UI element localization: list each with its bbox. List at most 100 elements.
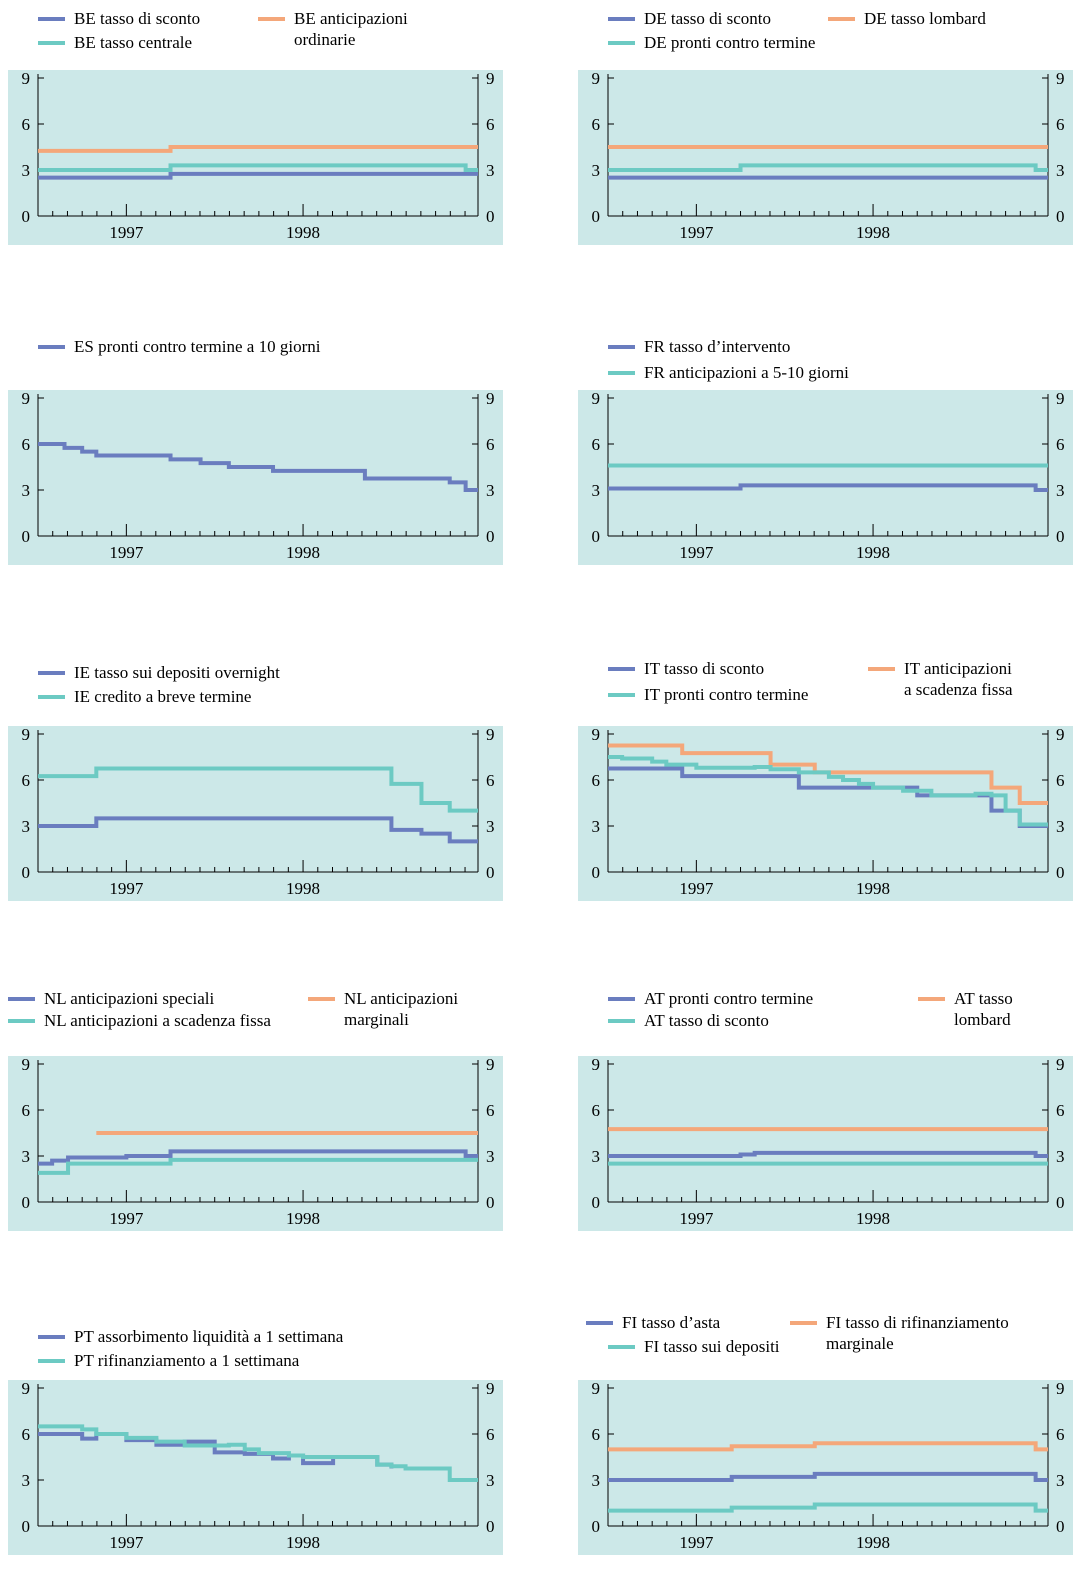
y-tick-label: 6 — [1056, 1101, 1065, 1120]
legend-label: FR anticipazioni a 5-10 giorni — [644, 363, 849, 382]
x-tick-label: 1998 — [856, 543, 890, 562]
y-tick-label: 6 — [592, 1425, 601, 1444]
legend-swatch — [38, 1335, 65, 1339]
y-tick-label: 6 — [1056, 435, 1065, 454]
x-tick-label: 1998 — [856, 223, 890, 242]
y-tick-label: 0 — [22, 207, 31, 226]
y-tick-label: 6 — [22, 115, 31, 134]
series-line — [608, 483, 1048, 492]
y-tick-label: 9 — [22, 726, 31, 744]
legend-swatch — [608, 17, 635, 21]
legend-label: AT tasso lombard — [954, 989, 1013, 1029]
legend-label: BE anticipazioni ordinarie — [294, 9, 408, 49]
legend-label: PT rifinanziamento a 1 settimana — [74, 1351, 300, 1370]
y-tick-label: 6 — [22, 1101, 31, 1120]
x-tick-label: 1997 — [679, 1533, 714, 1552]
legend-label: FI tasso di rifinanziamento marginale — [826, 1313, 1009, 1353]
y-tick-label: 9 — [1056, 390, 1065, 408]
y-tick-label: 0 — [486, 1193, 495, 1212]
chart-svg: 0 0 3 3 6 6 9 9 1997 1998 — [578, 70, 1073, 245]
y-tick-label: 9 — [486, 1056, 495, 1074]
legend-swatch — [38, 41, 65, 45]
x-tick-label: 1997 — [109, 879, 144, 898]
y-tick-label: 6 — [592, 115, 601, 134]
y-tick-label: 9 — [1056, 1380, 1065, 1398]
legend-label: DE pronti contro termine — [644, 33, 816, 52]
x-tick-label: 1998 — [286, 543, 320, 562]
series-line — [38, 816, 478, 844]
y-tick-label: 9 — [486, 390, 495, 408]
y-tick-label: 9 — [1056, 726, 1065, 744]
plot-background — [578, 1056, 1073, 1231]
chart-svg: 0 0 3 3 6 6 9 9 1997 1998 — [8, 70, 503, 245]
legend-label: IT pronti contro termine — [644, 685, 809, 704]
y-tick-label: 3 — [486, 1147, 495, 1166]
y-tick-label: 0 — [486, 207, 495, 226]
legend-swatch — [608, 667, 635, 671]
legend-label: FI tasso sui depositi — [644, 1337, 780, 1356]
legend-label: PT assorbimento liquidità a 1 settimana — [74, 1327, 344, 1346]
legend-label: BE tasso di sconto — [74, 9, 201, 28]
legend: FR tasso d’intervento FR anticipazioni a … — [578, 320, 1077, 390]
series-line — [38, 163, 478, 172]
y-tick-label: 0 — [592, 863, 601, 882]
legend: IT tasso di sconto IT anticipazioni a scad… — [578, 656, 1077, 726]
legend-swatch — [38, 345, 65, 349]
legend: PT assorbimento liquidità a 1 settimana P… — [8, 1310, 508, 1380]
series-line — [38, 766, 478, 813]
y-tick-label: 3 — [486, 481, 495, 500]
y-tick-label: 3 — [1056, 1147, 1065, 1166]
y-tick-label: 9 — [486, 726, 495, 744]
chart-panel-at: AT pronti contro termine AT tasso lombard A… — [578, 986, 1077, 1271]
y-tick-label: 9 — [22, 1056, 31, 1074]
y-tick-label: 0 — [1056, 207, 1065, 226]
y-tick-label: 9 — [592, 726, 601, 744]
y-tick-label: 6 — [486, 1101, 495, 1120]
y-tick-label: 6 — [486, 771, 495, 790]
y-tick-label: 0 — [592, 207, 601, 226]
chart-svg: 0 0 3 3 6 6 9 9 1997 1998 — [8, 726, 503, 901]
y-tick-label: 9 — [22, 390, 31, 408]
y-tick-label: 9 — [1056, 1056, 1065, 1074]
y-tick-label: 9 — [486, 70, 495, 88]
y-tick-label: 0 — [486, 1517, 495, 1536]
y-tick-label: 9 — [1056, 70, 1065, 88]
y-tick-label: 3 — [22, 1471, 31, 1490]
chart-svg: 0 0 3 3 6 6 9 9 1997 1998 — [578, 1380, 1073, 1555]
x-tick-label: 1998 — [856, 879, 890, 898]
y-tick-label: 6 — [1056, 771, 1065, 790]
series-line — [608, 163, 1048, 172]
legend-swatch — [258, 17, 285, 21]
x-tick-label: 1997 — [679, 223, 714, 242]
y-tick-label: 0 — [1056, 1517, 1065, 1536]
legend-label: AT tasso di sconto — [644, 1011, 769, 1030]
legend-swatch — [8, 1019, 35, 1023]
legend: BE tasso di sconto BE anticipazioni ordina… — [8, 0, 508, 70]
y-tick-label: 0 — [486, 527, 495, 546]
y-tick-label: 6 — [22, 435, 31, 454]
legend-swatch — [918, 997, 945, 1001]
legend: NL anticipazioni speciali NL anticipazion… — [8, 986, 508, 1056]
series-line — [38, 1149, 478, 1166]
y-tick-label: 3 — [486, 161, 495, 180]
plot-background — [8, 1056, 503, 1231]
x-tick-label: 1998 — [286, 1533, 320, 1552]
legend: FI tasso d’asta FI tasso di rifinanziamen… — [578, 1310, 1077, 1380]
y-tick-label: 9 — [592, 1056, 601, 1074]
x-tick-label: 1998 — [286, 223, 320, 242]
legend-swatch — [868, 667, 895, 671]
y-tick-label: 0 — [592, 1193, 601, 1212]
legend-swatch — [38, 17, 65, 21]
legend: DE tasso di sconto DE tasso lombard DE pro… — [578, 0, 1077, 70]
x-tick-label: 1997 — [679, 543, 714, 562]
y-tick-label: 3 — [592, 481, 601, 500]
legend-swatch — [608, 345, 635, 349]
plot-background — [578, 1380, 1073, 1555]
y-tick-label: 6 — [486, 435, 495, 454]
y-tick-label: 3 — [22, 161, 31, 180]
legend-label: ES pronti contro termine a 10 giorni — [74, 337, 321, 356]
x-tick-label: 1998 — [286, 1209, 320, 1228]
chart-svg: 0 0 3 3 6 6 9 9 1997 1998 — [8, 1380, 503, 1555]
y-tick-label: 3 — [22, 481, 31, 500]
y-tick-label: 3 — [592, 817, 601, 836]
